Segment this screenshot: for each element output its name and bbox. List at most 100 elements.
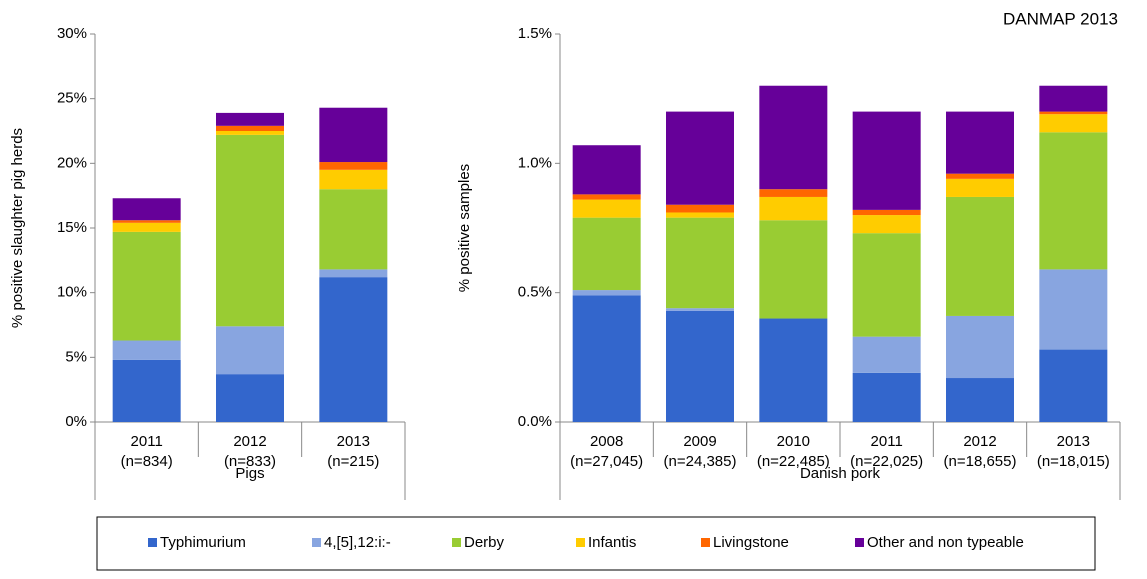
- annotation: DANMAP 2013: [1003, 9, 1118, 28]
- bar-segment: [666, 204, 734, 213]
- legend-label: 4,[5],12:i:-: [324, 534, 391, 551]
- bar-segment: [216, 134, 284, 327]
- bar-segment: [112, 220, 181, 223]
- group-label: Pigs: [235, 465, 264, 482]
- bar-segment: [112, 340, 181, 360]
- x-tick-note: (n=27,045): [570, 453, 643, 470]
- bar-segment: [759, 189, 828, 197]
- bar-segment: [1039, 269, 1108, 350]
- y-tick-label: 10%: [57, 284, 87, 301]
- y-tick-label: 0%: [65, 413, 87, 430]
- y-axis-label: % positive slaughter pig herds: [9, 128, 26, 328]
- bar-segment: [216, 125, 284, 131]
- bar-segment: [112, 198, 181, 221]
- bar-segment: [572, 290, 641, 296]
- bar-segment: [946, 111, 1014, 174]
- legend-box: [96, 516, 1096, 571]
- y-tick-label: 0.0%: [518, 413, 552, 430]
- bar-segment: [852, 215, 921, 234]
- y-tick-label: 30%: [57, 25, 87, 42]
- x-tick-label: 2013: [1057, 433, 1090, 450]
- bar-segment: [319, 277, 388, 422]
- x-tick-note: (n=18,015): [1037, 453, 1110, 470]
- legend-swatch: [312, 538, 321, 547]
- bar-segment: [852, 336, 921, 373]
- bar-segment: [1039, 349, 1108, 422]
- x-tick-label: 2013: [337, 433, 370, 450]
- y-tick-label: 15%: [57, 219, 87, 236]
- group-label: Danish pork: [800, 465, 881, 482]
- bar-segment: [216, 326, 284, 375]
- x-tick-note: (n=834): [121, 453, 173, 470]
- bar-segment: [319, 189, 388, 270]
- bar-segment: [319, 269, 388, 278]
- x-tick-label: 2012: [233, 433, 266, 450]
- x-tick-note: (n=18,655): [944, 453, 1017, 470]
- bar-segment: [946, 315, 1014, 379]
- legend-label: Infantis: [588, 534, 636, 551]
- x-tick-note: (n=22,485): [757, 453, 830, 470]
- x-tick-note: (n=22,025): [850, 453, 923, 470]
- bar-segment: [759, 220, 828, 319]
- bar-segment: [852, 209, 921, 216]
- y-tick-label: 0.5%: [518, 284, 552, 301]
- bar-segment: [946, 378, 1014, 422]
- bar-segment: [216, 112, 284, 126]
- x-tick-note: (n=24,385): [664, 453, 737, 470]
- bar-segment: [1039, 114, 1108, 133]
- legend-swatch: [701, 538, 710, 547]
- bar-segment: [1039, 111, 1108, 115]
- bar-segment: [572, 217, 641, 291]
- bar-segment: [759, 85, 828, 190]
- bar-segment: [666, 212, 734, 218]
- bar-segment: [319, 107, 388, 163]
- bar-segment: [946, 178, 1014, 197]
- bar-segment: [216, 131, 284, 135]
- legend-label: Derby: [464, 534, 505, 551]
- legend-label: Typhimurium: [160, 534, 246, 551]
- bar-segment: [112, 359, 181, 422]
- x-tick-note: (n=833): [224, 453, 276, 470]
- y-tick-label: 5%: [65, 348, 87, 365]
- legend-label: Other and non typeable: [867, 534, 1024, 551]
- bar-segment: [666, 217, 734, 309]
- bar-segment: [572, 194, 641, 200]
- x-tick-note: (n=215): [327, 453, 379, 470]
- x-tick-label: 2012: [963, 433, 996, 450]
- y-tick-label: 20%: [57, 154, 87, 171]
- bar-segment: [666, 111, 734, 205]
- x-tick-label: 2011: [871, 433, 903, 450]
- x-tick-label: 2008: [590, 433, 623, 450]
- legend-swatch: [855, 538, 864, 547]
- bar-segment: [319, 169, 388, 190]
- bar-segment: [759, 196, 828, 221]
- bar-segment: [216, 374, 284, 422]
- bar-segment: [319, 162, 388, 170]
- legend-swatch: [576, 538, 585, 547]
- bar-segment: [946, 173, 1014, 179]
- x-tick-label: 2011: [131, 433, 163, 450]
- legend-label: Livingstone: [713, 534, 789, 551]
- bar-segment: [852, 111, 921, 210]
- bar-segment: [112, 222, 181, 232]
- bar-segment: [1039, 85, 1108, 112]
- bar-segment: [572, 295, 641, 422]
- y-tick-label: 1.5%: [518, 25, 552, 42]
- bar-segment: [666, 308, 734, 311]
- bar-segment: [1039, 132, 1108, 270]
- x-tick-label: 2010: [777, 433, 810, 450]
- bar-segment: [112, 231, 181, 341]
- bar-segment: [759, 318, 828, 422]
- y-tick-label: 25%: [57, 90, 87, 107]
- legend-swatch: [452, 538, 461, 547]
- bar-segment: [852, 372, 921, 422]
- bar-segment: [946, 196, 1014, 316]
- bar-segment: [572, 199, 641, 218]
- legend-swatch: [148, 538, 157, 547]
- y-axis-label: % positive samples: [456, 164, 473, 292]
- bar-segment: [852, 233, 921, 337]
- bar-segment: [572, 145, 641, 195]
- x-tick-label: 2009: [683, 433, 716, 450]
- y-tick-label: 1.0%: [518, 154, 552, 171]
